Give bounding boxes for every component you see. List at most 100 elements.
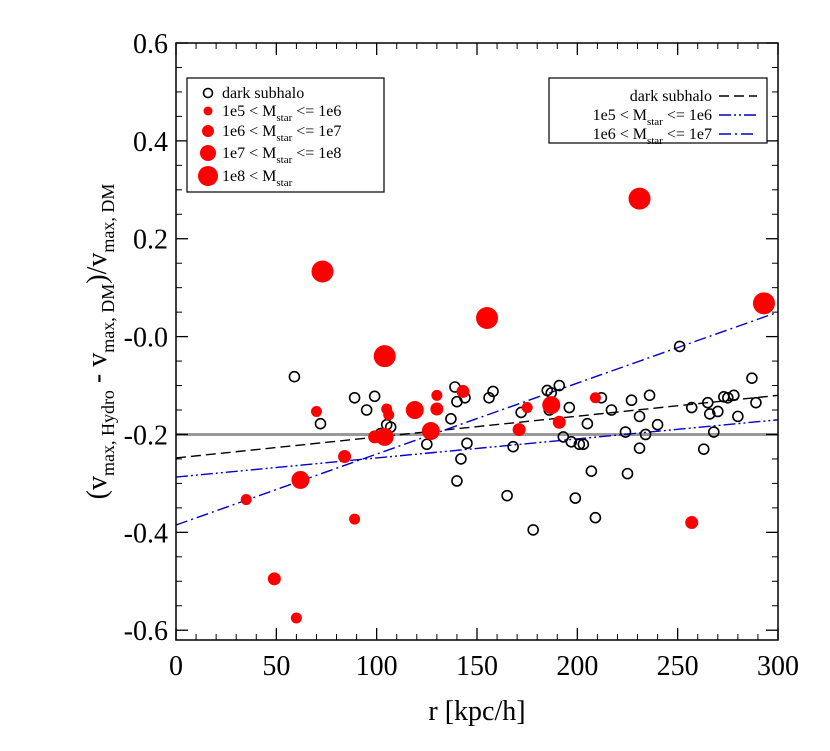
x-tick-label: 250 bbox=[657, 651, 699, 682]
dark-subhalo-point bbox=[605, 404, 618, 416]
x-tick-label: 150 bbox=[456, 651, 498, 682]
stellar-point bbox=[310, 405, 322, 417]
dark-subhalo-point bbox=[703, 408, 716, 420]
dark-subhalo-point bbox=[619, 426, 632, 438]
label-text: 1e7 < M bbox=[222, 145, 276, 162]
dark-subhalo-point bbox=[565, 436, 578, 448]
legend-label: dark subhalo bbox=[222, 85, 304, 102]
y-tick-label: 0.2 bbox=[133, 225, 168, 256]
label-text: <= 1e7 bbox=[292, 123, 341, 140]
stellar-point bbox=[291, 470, 310, 489]
stellar-point bbox=[521, 402, 533, 414]
subscript-text: max, DM bbox=[98, 284, 118, 353]
dark-subhalo-point bbox=[573, 438, 586, 451]
dark-subhalo-point bbox=[746, 372, 758, 385]
dark-subhalo-point bbox=[487, 385, 499, 398]
y-tick-label: -0.0 bbox=[124, 323, 168, 354]
stellar-point bbox=[421, 422, 440, 441]
dark-subhalo-point bbox=[697, 443, 710, 455]
dark-subhalo-point bbox=[643, 389, 656, 402]
stellar-point bbox=[476, 307, 499, 330]
dark-subhalo-point bbox=[732, 410, 744, 423]
dark-subhalo-point bbox=[633, 410, 646, 423]
y-tick-label: -0.2 bbox=[124, 420, 168, 451]
y-tick-label: -0.4 bbox=[124, 518, 168, 549]
axis-ticks: 0 50 100 150 200 250 300 -0.6 -0.4 -0.2 -0.0 0.2 0.4… bbox=[124, 29, 799, 682]
label-text: (v bbox=[82, 476, 113, 499]
label-text: 1e5 < M bbox=[593, 107, 647, 124]
stellar-point bbox=[456, 384, 470, 398]
fit-line bbox=[175, 311, 779, 526]
legend-marker bbox=[200, 145, 216, 161]
dark-subhalo-point bbox=[527, 524, 539, 536]
label-text: )/v bbox=[82, 253, 113, 284]
subscript-text: max, DM bbox=[98, 184, 118, 253]
dark-subhalo-point bbox=[553, 379, 566, 392]
stellar-point bbox=[405, 401, 424, 420]
stellar-point bbox=[512, 423, 526, 437]
subscript-text: star bbox=[276, 154, 292, 166]
legend-box bbox=[548, 77, 768, 144]
dark-subhalo-point bbox=[711, 405, 724, 418]
subscript-text: star bbox=[276, 112, 292, 124]
label-text: dark subhalo bbox=[222, 85, 304, 102]
legend-marker bbox=[202, 125, 214, 137]
dark-subhalo-point bbox=[585, 465, 598, 477]
subscript-text: star bbox=[647, 116, 663, 128]
dark-subhalo-point bbox=[507, 440, 519, 453]
legend-label: 1e6 < Mstar <= 1e7 bbox=[222, 123, 341, 144]
stellar-point bbox=[311, 260, 334, 283]
stellar-point bbox=[267, 572, 281, 586]
legend-label: 1e8 < Mstar bbox=[222, 168, 293, 189]
dark-subhalo-point bbox=[445, 413, 457, 425]
stellar-point bbox=[373, 345, 396, 368]
dark-subhalo-point bbox=[621, 467, 634, 480]
subscript-text: star bbox=[647, 135, 663, 147]
label-text: <= 1e6 bbox=[663, 107, 712, 124]
data-marks bbox=[175, 187, 779, 624]
subscript-text: star bbox=[276, 132, 292, 144]
x-tick-label: 0 bbox=[169, 651, 183, 682]
stellar-point bbox=[589, 392, 601, 404]
fit-line bbox=[175, 419, 779, 478]
x-tick-label: 50 bbox=[262, 651, 290, 682]
stellar-point bbox=[542, 396, 561, 415]
dark-subhalo-point bbox=[750, 396, 762, 409]
x-tick-label: 200 bbox=[556, 651, 598, 682]
stellar-point bbox=[383, 409, 395, 421]
legend-box bbox=[186, 77, 385, 193]
dark-subhalo-point bbox=[501, 489, 513, 502]
label-text: 1e6 < M bbox=[222, 123, 276, 140]
y-axis-title: (vmax, Hydro - vmax, DM)/vmax, DM bbox=[82, 184, 118, 500]
x-tick-label: 100 bbox=[356, 651, 398, 682]
legend-label: 1e5 < Mstar <= 1e6 bbox=[593, 107, 712, 128]
y-tick-label: -0.6 bbox=[124, 616, 168, 647]
legend-label: 1e6 < Mstar <= 1e7 bbox=[593, 126, 712, 147]
dark-subhalo-point bbox=[651, 418, 664, 431]
dark-subhalo-point bbox=[707, 426, 720, 438]
legend-label: 1e5 < Mstar <= 1e6 bbox=[222, 103, 341, 124]
label-text: dark subhalo bbox=[630, 88, 712, 105]
dark-subhalo-point bbox=[360, 404, 373, 416]
label-text: <= 1e8 bbox=[292, 145, 341, 162]
legend-label: 1e7 < Mstar <= 1e8 bbox=[222, 145, 341, 166]
dark-subhalo-point bbox=[577, 438, 590, 451]
label-text: 1e6 < M bbox=[593, 126, 647, 143]
dark-subhalo-point bbox=[314, 417, 327, 430]
stellar-point bbox=[290, 612, 302, 624]
dark-subhalo-point bbox=[639, 428, 652, 441]
stellar-point bbox=[628, 187, 651, 210]
label-text: 1e8 < M bbox=[222, 168, 276, 185]
dark-subhalo-point bbox=[451, 475, 463, 487]
dark-subhalo-point bbox=[728, 389, 740, 402]
label-text: <= 1e7 bbox=[663, 126, 712, 143]
legend-marker bbox=[203, 106, 213, 116]
label-text: 1e5 < M bbox=[222, 103, 276, 120]
legend-marker bbox=[202, 87, 214, 99]
stellar-point bbox=[752, 292, 775, 315]
fit-line bbox=[175, 394, 779, 459]
label-text: - v bbox=[82, 353, 113, 390]
